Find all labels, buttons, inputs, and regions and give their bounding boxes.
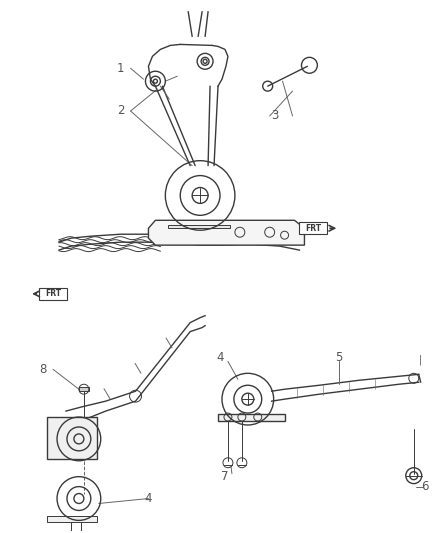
Text: 1: 1 (117, 62, 124, 75)
Text: |: | (419, 354, 422, 365)
FancyBboxPatch shape (300, 222, 327, 234)
Polygon shape (148, 220, 304, 245)
Text: 2: 2 (117, 104, 124, 117)
Text: FRT: FRT (45, 289, 61, 298)
Polygon shape (47, 516, 97, 522)
Polygon shape (47, 417, 97, 459)
Text: 5: 5 (336, 351, 343, 364)
Polygon shape (79, 387, 89, 391)
Text: 8: 8 (39, 363, 47, 376)
Text: 6: 6 (421, 480, 429, 493)
FancyBboxPatch shape (39, 288, 67, 300)
Text: 7: 7 (221, 470, 229, 483)
Polygon shape (218, 414, 285, 421)
Text: 4: 4 (216, 351, 224, 364)
Text: 3: 3 (271, 109, 278, 123)
Polygon shape (168, 225, 230, 228)
Text: 4: 4 (145, 492, 152, 505)
Text: FRT: FRT (305, 224, 321, 233)
